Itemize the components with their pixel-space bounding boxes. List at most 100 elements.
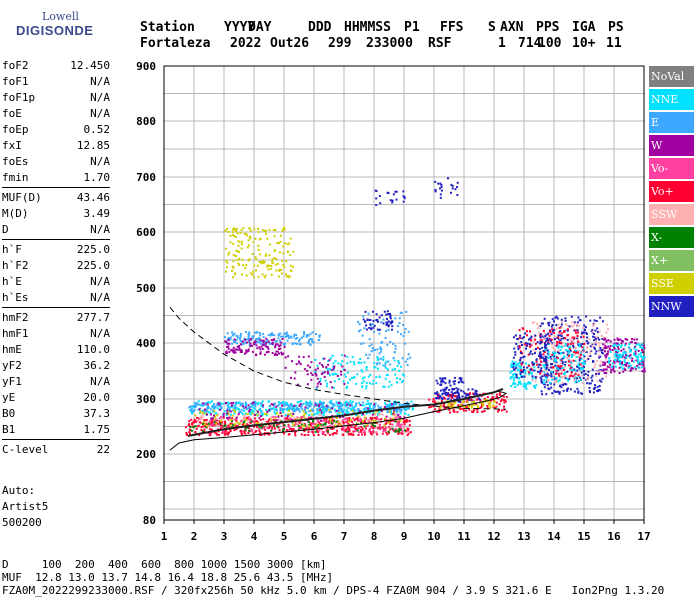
echo-point	[240, 243, 243, 246]
echo-point	[259, 348, 262, 351]
echo-point	[583, 363, 586, 365]
echo-point	[467, 405, 470, 408]
echo-point	[517, 348, 520, 351]
echo-point	[240, 432, 243, 435]
echo-point	[607, 350, 609, 353]
echo-point	[375, 376, 378, 379]
echo-point	[619, 354, 622, 357]
echo-point	[568, 351, 571, 354]
echo-point	[465, 394, 468, 396]
echo-point	[518, 377, 521, 379]
echo-point	[265, 412, 268, 415]
echo-point	[295, 418, 298, 421]
echo-point	[213, 403, 215, 406]
echo-point	[468, 393, 471, 396]
echo-point	[621, 353, 624, 356]
echo-point	[332, 365, 335, 368]
echo-point	[278, 251, 281, 254]
echo-point	[545, 346, 548, 349]
echo-point	[329, 381, 332, 384]
echo-point	[250, 402, 252, 405]
echo-point	[319, 383, 322, 386]
echo-point	[583, 324, 586, 327]
echo-point	[289, 427, 292, 430]
echo-point	[226, 409, 229, 412]
echo-point	[582, 335, 585, 338]
echo-point	[394, 420, 397, 423]
echo-point	[270, 273, 273, 276]
echo-point	[368, 408, 371, 410]
echo-point	[208, 411, 211, 414]
parameter-value: N/A	[90, 327, 110, 340]
echo-point	[260, 421, 263, 424]
echo-point	[354, 409, 357, 412]
header-label: YYYY	[224, 20, 256, 35]
echo-point	[372, 319, 375, 322]
echo-point	[379, 202, 382, 205]
echo-point	[316, 409, 319, 412]
echo-point	[439, 187, 441, 190]
echo-point	[354, 430, 356, 433]
echo-point	[553, 390, 556, 392]
echo-point	[284, 403, 287, 406]
echo-point	[284, 366, 287, 369]
echo-point	[208, 420, 211, 423]
echo-point	[360, 369, 363, 372]
echo-point	[557, 349, 560, 352]
echo-point	[599, 349, 602, 352]
echo-point	[235, 416, 238, 419]
echo-point	[227, 347, 230, 350]
echo-point	[625, 353, 627, 356]
echo-point	[550, 325, 553, 328]
echo-point	[404, 360, 407, 363]
echo-point	[386, 433, 389, 436]
echo-point	[335, 432, 338, 435]
echo-point	[192, 421, 195, 424]
echo-point	[455, 387, 458, 390]
echo-point	[635, 355, 638, 358]
echo-point	[257, 227, 259, 230]
echo-point	[539, 369, 542, 372]
echo-point	[371, 431, 374, 434]
parameter-row: foF2 12.450	[2, 58, 110, 74]
echo-point	[329, 419, 332, 422]
echo-point	[560, 342, 563, 345]
echo-point	[350, 409, 353, 412]
echo-point	[543, 360, 546, 362]
echo-point	[229, 415, 232, 418]
parameter-value: 225.0	[76, 243, 110, 256]
echo-point	[245, 349, 248, 352]
echo-point	[571, 354, 574, 357]
echo-point	[347, 407, 350, 409]
echo-point	[386, 409, 389, 412]
echo-point	[585, 339, 588, 342]
echo-point	[618, 356, 621, 359]
echo-point	[574, 381, 577, 384]
echo-point	[372, 379, 375, 382]
parameter-row: yF2 36.2	[2, 358, 110, 374]
echo-point	[259, 253, 262, 256]
echo-point	[307, 416, 310, 419]
echo-point	[242, 402, 245, 405]
echo-point	[376, 348, 379, 351]
echo-point	[375, 363, 378, 366]
echo-point	[566, 353, 569, 356]
echo-point	[229, 234, 232, 237]
echo-point	[342, 429, 345, 432]
echo-point	[591, 379, 594, 382]
echo-point	[561, 321, 563, 324]
echo-point	[263, 432, 266, 435]
echo-point	[243, 409, 246, 412]
echo-point	[527, 364, 530, 367]
echo-point	[639, 346, 642, 349]
echo-point	[609, 340, 612, 343]
echo-point	[265, 253, 268, 256]
echo-point	[317, 421, 320, 424]
echo-point	[361, 385, 364, 388]
echo-point	[327, 360, 330, 362]
echo-point	[447, 394, 450, 397]
echo-point	[553, 338, 556, 341]
echo-point	[221, 425, 224, 428]
echo-point	[218, 417, 221, 420]
echo-point	[551, 329, 554, 332]
